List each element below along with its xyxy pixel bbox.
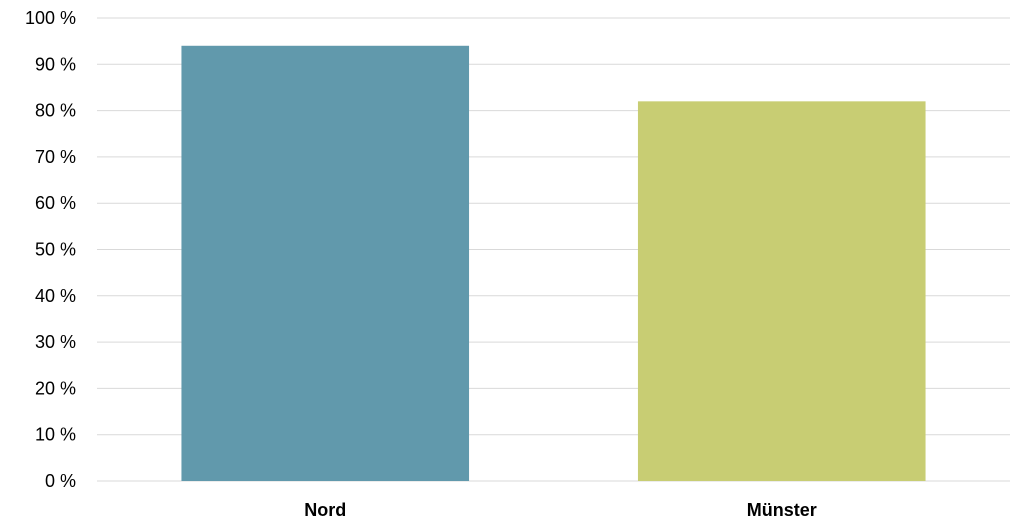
y-tick-label: 50 % <box>35 240 76 260</box>
x-category-label: Nord <box>304 500 346 520</box>
y-tick-label: 70 % <box>35 147 76 167</box>
y-tick-label: 90 % <box>35 54 76 74</box>
y-tick-label: 40 % <box>35 286 76 306</box>
y-tick-label: 80 % <box>35 101 76 121</box>
y-tick-label: 10 % <box>35 425 76 445</box>
y-tick-label: 60 % <box>35 193 76 213</box>
y-tick-label: 0 % <box>45 471 76 491</box>
y-tick-label: 100 % <box>25 8 76 28</box>
y-tick-label: 20 % <box>35 378 76 398</box>
y-axis-tick-labels: 0 % 10 % 20 % 30 % 40 % 50 % 60 % 70 % 80 % 90 % 1… <box>25 8 76 491</box>
bar-m-nster <box>637 101 926 481</box>
bar-nord <box>181 45 470 481</box>
y-tick-label: 30 % <box>35 332 76 352</box>
x-category-label: Münster <box>747 500 817 520</box>
x-axis-category-labels: Nord Münster <box>304 500 817 520</box>
bars <box>181 45 926 481</box>
